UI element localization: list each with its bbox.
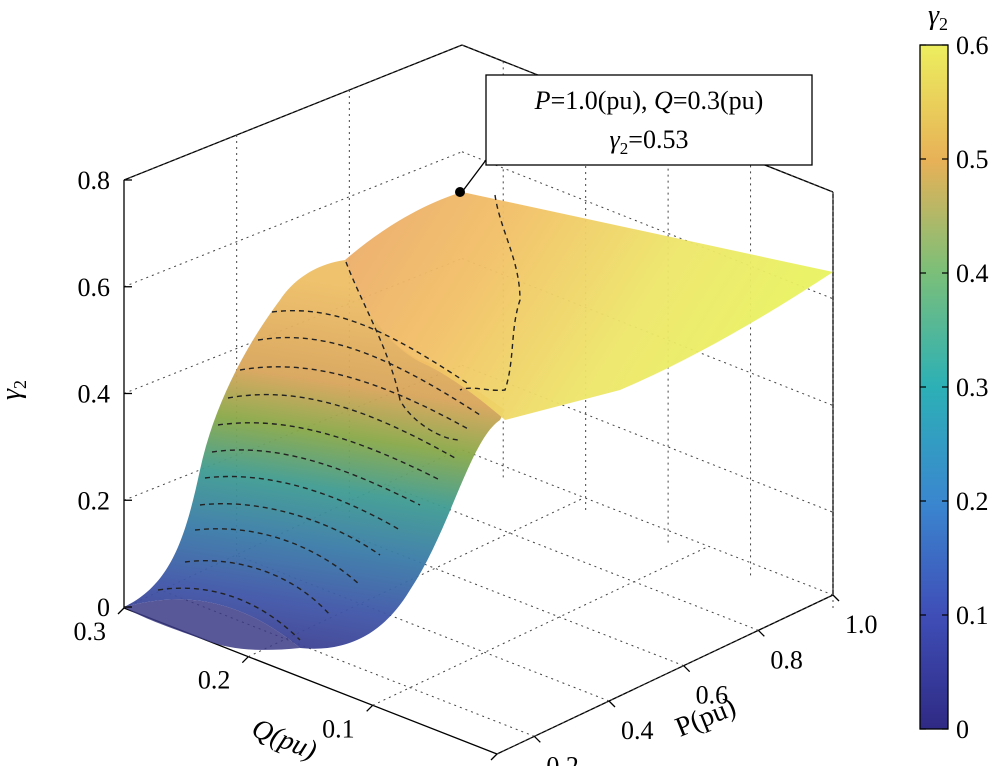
p-tick-mark [832, 594, 840, 602]
data-tip: P=1.0(pu), Q=0.3(pu) γ2=0.53 [455, 74, 813, 197]
z-axis-ticks: 0 0.2 0.4 0.6 0.8 [78, 166, 132, 622]
z-tick-label: 0 [97, 593, 110, 622]
colorbar-tick-label: 0.2 [956, 487, 989, 516]
surface-front-shadow [124, 599, 300, 650]
contour-lines [157, 194, 521, 641]
p-floor-gridline [161, 589, 535, 737]
colorbar-tick-label: 0.4 [956, 259, 989, 288]
z-tick-label: 0.6 [78, 273, 111, 302]
q-axis-ticks: 0 0.1 0.2 0.3 [74, 607, 498, 766]
data-tip-marker [455, 187, 465, 197]
p-tick-label: 0.2 [546, 751, 579, 766]
p-floor-gridline [310, 519, 684, 667]
contour-line [204, 475, 401, 531]
p-tick-mark [757, 629, 765, 637]
p-tick-label: 1.0 [845, 610, 878, 639]
q-tick-mark [366, 704, 374, 712]
z-tick-label: 0.4 [78, 380, 111, 409]
surface-plateau [345, 192, 833, 420]
q-tick-label: 0.2 [198, 666, 231, 695]
p-floor-gridline [385, 483, 759, 631]
contour-line [239, 366, 471, 431]
colorbar-tick-label: 0.3 [956, 373, 989, 402]
p-floor-gridline [459, 448, 834, 596]
q-floor-gridline [372, 545, 709, 706]
q-tick-label: 0.3 [74, 617, 107, 646]
z-axis-label: γ2 [0, 380, 30, 400]
p-tick-mark [533, 735, 541, 743]
p-tick-mark [683, 665, 691, 673]
p-floor-gridline [235, 554, 610, 702]
p-tick-label: 0.4 [621, 716, 654, 745]
q-tick-mark [241, 656, 249, 664]
data-tip-line2: γ2=0.53 [610, 125, 689, 158]
z-gridline-left [123, 151, 463, 288]
contour-line [459, 194, 521, 392]
contour-line [345, 261, 461, 441]
data-tip-line1: P=1.0(pu), Q=0.3(pu) [534, 86, 764, 115]
z-tick-label: 0.8 [78, 166, 111, 195]
colorbar-tick-label: 0 [956, 715, 969, 744]
colorbar-tick-label: 0.5 [956, 145, 989, 174]
colorbar-tick-label: 0.6 [956, 31, 989, 60]
contour-line [271, 309, 471, 386]
contour-line [199, 503, 381, 556]
z-tick-label: 0.2 [78, 486, 111, 515]
contour-line [157, 587, 301, 641]
p-tick-label: 0.8 [770, 645, 803, 674]
z-gridline-right [461, 151, 834, 300]
colorbar: γ2 0 0.1 0.2 0.3 0.4 0.5 0.6 [919, 0, 989, 744]
colorbar-tick-label: 0.1 [956, 601, 989, 630]
surface-plot [124, 192, 833, 650]
z-gridline-left [123, 44, 463, 181]
contour-line [194, 528, 361, 586]
data-tip-box [485, 74, 813, 166]
contour-line [227, 393, 456, 459]
q-axis-label: Q(pu) [247, 713, 321, 766]
q-floor-gridline [496, 594, 834, 755]
colorbar-ticks: 0 0.1 0.2 0.3 0.4 0.5 0.6 [920, 31, 989, 744]
data-tip-leader [461, 159, 487, 193]
q-tick-label: 0 [466, 763, 479, 766]
q-tick-mark [117, 607, 125, 615]
p-tick-mark [608, 700, 616, 708]
p-axis-ticks: 0.2 0.4 0.6 0.8 1.0 [533, 594, 878, 766]
contour-line [184, 559, 331, 616]
surface-slope [124, 260, 505, 649]
q-tick-label: 0.1 [322, 714, 355, 743]
p-tick-label: 0.6 [696, 681, 729, 710]
contour-line [211, 449, 421, 506]
colorbar-title: γ2 [928, 0, 948, 34]
contour-line [217, 422, 441, 481]
q-tick-mark [490, 753, 498, 761]
